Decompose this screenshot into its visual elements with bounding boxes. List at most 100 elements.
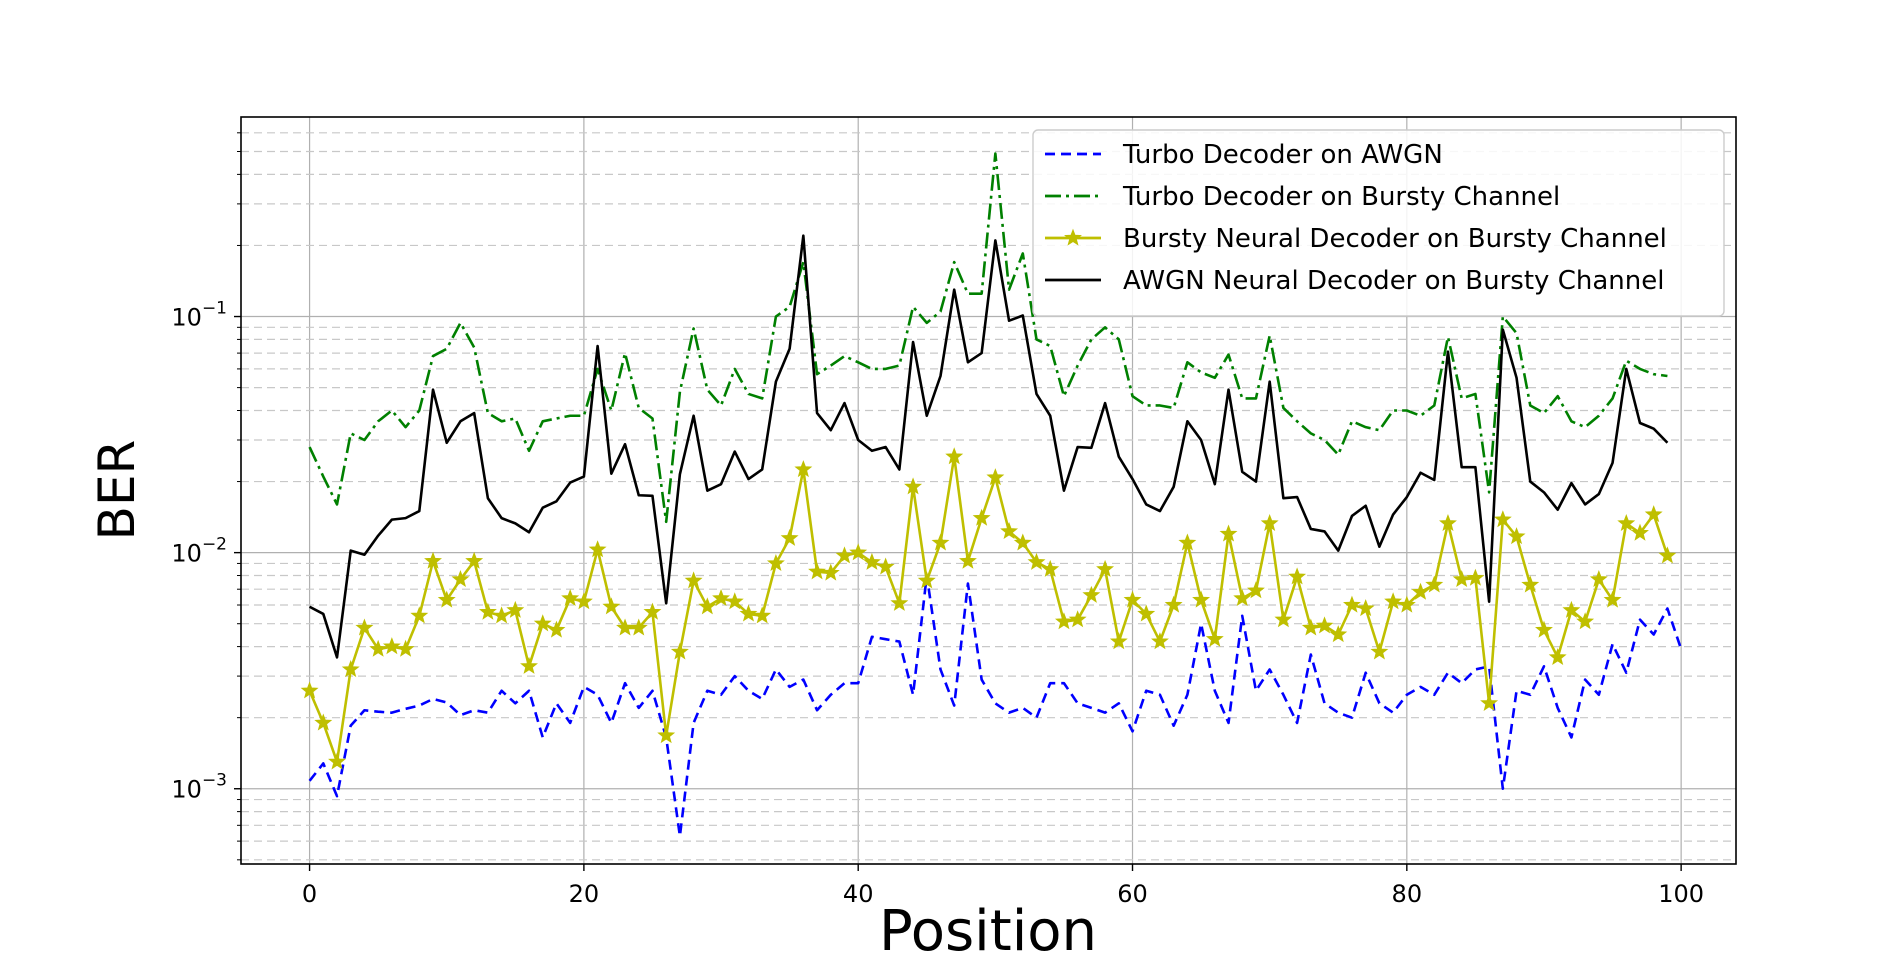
- series-point: [369, 639, 388, 657]
- series-point: [931, 533, 950, 551]
- x-axis-ticks: 0 20 40 60 80 100: [302, 864, 1704, 908]
- series-point: [684, 571, 703, 589]
- series-point: [1027, 552, 1046, 570]
- series-point: [1301, 618, 1320, 636]
- series-point: [917, 571, 936, 589]
- series-point: [1068, 610, 1087, 628]
- grid: [241, 117, 1736, 864]
- series-point: [972, 508, 991, 526]
- series-point: [1343, 595, 1361, 613]
- legend-box: [1032, 129, 1725, 317]
- series-point: [835, 546, 854, 564]
- y-axis-ticks: 10−3 10−2 10−1: [171, 132, 241, 861]
- series-point: [1644, 505, 1663, 523]
- legend-label: AWGN Neural Decoder on Bursty Channel: [1123, 266, 1664, 296]
- legend-marker: [1064, 228, 1082, 246]
- series-point: [1480, 693, 1499, 711]
- series-point: [766, 554, 785, 572]
- plot-frame: [240, 116, 1737, 865]
- series-point: [780, 528, 799, 546]
- legend-item: AWGN Neural Decoder on Bursty Channel: [1045, 266, 1664, 296]
- x-tick-label: 100: [1658, 880, 1704, 908]
- series-point: [753, 606, 772, 624]
- series-point: [698, 597, 717, 615]
- series-point: [657, 726, 676, 744]
- series-point: [1384, 592, 1403, 610]
- series-point: [739, 604, 758, 622]
- series-point: [1658, 546, 1677, 564]
- series-2: [308, 152, 1668, 524]
- series-point: [588, 540, 607, 558]
- series-point: [1123, 590, 1142, 608]
- series-3: [300, 447, 1677, 770]
- series-point: [355, 618, 374, 636]
- series-point: [1397, 595, 1416, 613]
- series-point: [1151, 632, 1169, 650]
- series-point: [1164, 595, 1183, 613]
- series-point: [1315, 616, 1334, 634]
- series-point: [1535, 620, 1553, 638]
- series-point: [1425, 575, 1444, 593]
- legend-item: Turbo Decoder on AWGN: [1045, 140, 1443, 170]
- series-point: [1548, 647, 1567, 666]
- series-point: [1466, 568, 1485, 586]
- series-point: [328, 752, 346, 770]
- series-point: [1096, 559, 1115, 577]
- series-point: [1082, 585, 1101, 603]
- series-group: [300, 152, 1683, 838]
- series-point: [1631, 523, 1649, 541]
- series-point: [1247, 581, 1265, 599]
- y-tick-label: 10−2: [171, 535, 227, 568]
- series-point: [986, 468, 1005, 486]
- series-point: [1137, 604, 1156, 622]
- series-point: [465, 551, 484, 569]
- series-point: [382, 637, 401, 655]
- series-point: [424, 551, 442, 569]
- x-axis-label: Position: [879, 899, 1097, 960]
- series-point: [451, 570, 470, 588]
- series-point: [396, 639, 415, 657]
- series-point: [1562, 600, 1581, 618]
- series-point: [1274, 610, 1293, 628]
- series-point: [547, 620, 566, 638]
- series-point: [862, 552, 881, 570]
- x-tick-label: 0: [302, 880, 317, 908]
- y-tick-label: 10−3: [171, 771, 227, 804]
- legend-item: Turbo Decoder on Bursty Channel: [1045, 182, 1560, 212]
- series-point: [643, 602, 662, 620]
- series-point: [945, 447, 964, 465]
- series-point: [1178, 533, 1197, 551]
- series-point: [876, 557, 895, 575]
- series-point: [1329, 625, 1348, 643]
- series-point: [1493, 510, 1512, 528]
- series-point: [492, 606, 511, 624]
- series-point: [478, 602, 497, 620]
- series-point: [300, 681, 319, 699]
- series-line-4: [308, 234, 1669, 659]
- series-point: [341, 660, 360, 678]
- legend-item: Bursty Neural Decoder on Bursty Channel: [1045, 224, 1667, 254]
- series-point: [821, 563, 840, 581]
- series-line-3: [308, 455, 1669, 764]
- series-point: [890, 593, 909, 611]
- legend: Turbo Decoder on AWGN Turbo Decoder on Bu…: [1032, 129, 1725, 317]
- series-point: [574, 592, 593, 610]
- series-point: [725, 592, 744, 610]
- series-point: [1260, 513, 1279, 532]
- series-point: [1288, 567, 1307, 585]
- series-point: [904, 477, 923, 495]
- series-point: [1603, 590, 1622, 608]
- series-point: [670, 642, 689, 660]
- series-point: [629, 618, 648, 636]
- series-point: [533, 614, 552, 632]
- series-point: [520, 656, 538, 674]
- y-tick-label: 10−1: [171, 299, 227, 332]
- series-point: [1219, 524, 1238, 542]
- series-line-2: [308, 152, 1668, 524]
- series-point: [849, 543, 868, 561]
- series-point: [1041, 559, 1060, 577]
- series-point: [1192, 590, 1211, 608]
- x-tick-label: 20: [569, 880, 600, 908]
- x-tick-label: 40: [843, 880, 874, 908]
